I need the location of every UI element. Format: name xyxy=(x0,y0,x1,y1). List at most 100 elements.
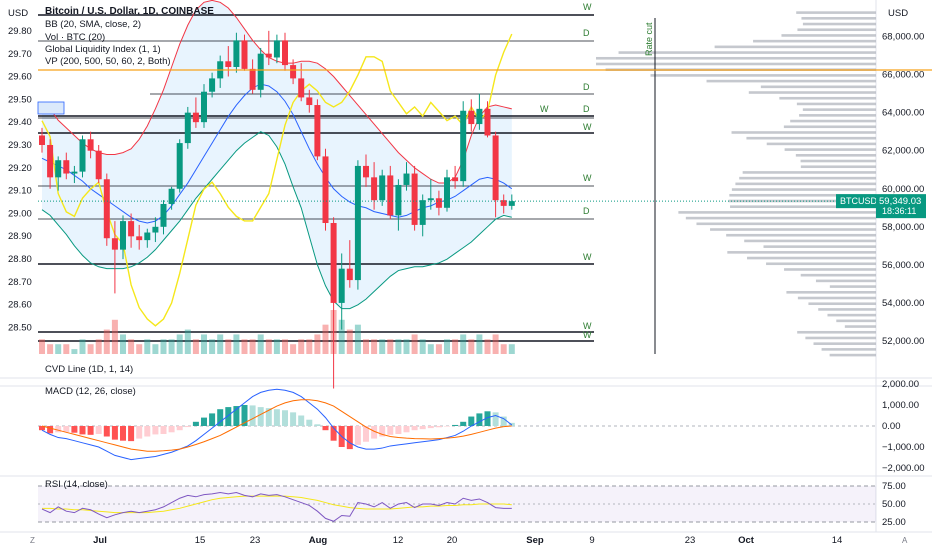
volume-profile-bar xyxy=(799,114,876,117)
candle-body xyxy=(379,175,386,201)
left-axis-unit: USD xyxy=(8,8,28,19)
volume-bar xyxy=(435,344,442,354)
macd-histogram-bar xyxy=(176,426,183,431)
macd-histogram-bar xyxy=(233,406,240,426)
candle xyxy=(460,101,467,187)
volume-bar xyxy=(47,344,54,354)
candle xyxy=(314,99,321,161)
volume-profile-bar xyxy=(784,268,876,271)
volume-bar xyxy=(103,329,110,354)
volume-bar xyxy=(290,344,297,354)
price-tag-countdown: 18:36:11 xyxy=(882,206,916,216)
candle xyxy=(452,165,459,189)
cvd-legend[interactable]: CVD Line (1D, 1, 14) xyxy=(45,364,133,375)
macd-histogram-bar xyxy=(39,426,45,431)
volume-profile-bar xyxy=(710,228,876,231)
chart-title[interactable]: Bitcoin / U.S. Dollar, 1D, COINBASE xyxy=(45,6,214,17)
candle-body xyxy=(427,198,434,201)
volume-profile xyxy=(596,11,876,357)
time-axis-tick: 20 xyxy=(447,535,458,546)
volume-profile-bar xyxy=(781,34,876,37)
candle xyxy=(79,135,86,178)
legend-vp[interactable]: VP (200, 500, 50, 60, 2, Both) xyxy=(45,56,171,67)
candle xyxy=(354,160,361,290)
left-axis-tick: 29.20 xyxy=(8,163,32,174)
level-tag: W xyxy=(583,122,592,132)
candle-body xyxy=(95,150,102,180)
candle-body xyxy=(314,105,321,157)
candle-body xyxy=(168,188,175,204)
macd-histogram-bar xyxy=(330,426,337,441)
macd-histogram-bar xyxy=(79,426,86,435)
legend-vol[interactable]: Vol · BTC (20) xyxy=(45,32,105,43)
candle xyxy=(290,59,297,85)
volume-bar xyxy=(249,339,256,354)
macd-histogram-bar xyxy=(144,426,151,437)
candle xyxy=(508,194,515,210)
macd-histogram-bar xyxy=(160,426,167,434)
volume-bar xyxy=(322,324,329,354)
zoom-icon[interactable]: Z xyxy=(30,536,35,545)
macd-histogram-bar xyxy=(492,412,499,426)
right-axis-unit: USD xyxy=(888,8,908,19)
candle-body xyxy=(55,160,62,178)
volume-bar xyxy=(168,339,175,354)
rsi-axis[interactable]: 75.00 50.00 25.00 xyxy=(882,481,906,528)
candle xyxy=(63,152,70,180)
macd-histogram-bar xyxy=(476,413,483,426)
time-axis[interactable]: Jul 15 23 Aug 12 20 Sep 9 23 Oct 14 xyxy=(93,535,842,546)
last-price-tag[interactable]: BTCUSD 59,349.03 18:36:11 xyxy=(836,194,926,219)
candle xyxy=(241,34,248,71)
macd-histogram-bar xyxy=(103,426,110,437)
volume-bar xyxy=(314,334,321,354)
volume-bar xyxy=(120,334,126,354)
time-axis-tick: 23 xyxy=(685,535,696,546)
candle xyxy=(427,179,434,210)
volume-profile-bar xyxy=(802,22,876,26)
candle-body xyxy=(298,78,305,98)
macd-histogram-bar xyxy=(387,426,394,435)
rsi-legend[interactable]: RSI (14, close) xyxy=(45,479,108,490)
volume-profile-bar xyxy=(795,154,876,157)
volume-bar xyxy=(111,319,118,354)
candle-body xyxy=(47,144,54,178)
macd-axis[interactable]: 2,000.00 1,000.00 0.00 −1,000.00 −2,000.00 xyxy=(882,379,925,474)
volume-bar xyxy=(176,334,183,354)
candles[interactable] xyxy=(39,30,515,389)
rsi-axis-tick: 50.00 xyxy=(882,499,906,510)
macd-histogram-bar xyxy=(225,407,232,426)
volume-profile-bar xyxy=(728,199,876,203)
right-price-axis[interactable]: USD 68,000.00 66,000.00 64,000.00 62,000.00… xyxy=(875,0,924,532)
rate-cut-marker[interactable]: Rate cut xyxy=(644,18,656,354)
candle-body xyxy=(79,139,86,172)
volume-bar xyxy=(79,339,86,354)
volume-bar xyxy=(419,339,426,354)
macd-histogram-bar xyxy=(290,412,297,426)
volume-profile-bar xyxy=(797,296,876,300)
macd-histogram-bar xyxy=(184,426,191,428)
candle-body xyxy=(354,165,361,281)
left-axis[interactable]: USD 29.80 29.70 29.60 29.50 29.40 29.30 29.20 2… xyxy=(8,8,32,333)
volume-profile-bar xyxy=(748,91,876,94)
candle xyxy=(120,215,126,260)
macd-histogram-bar xyxy=(55,426,62,433)
candle-body xyxy=(290,65,297,79)
macd-histogram-bar xyxy=(411,426,418,431)
volume-profile-bar xyxy=(730,205,876,208)
candle-body xyxy=(192,112,199,123)
legend-bb[interactable]: BB (20, SMA, close, 2) xyxy=(45,19,141,30)
drawing-box[interactable] xyxy=(37,101,65,115)
volume-profile-bar xyxy=(731,131,876,134)
legend-gli[interactable]: Global Liquidity Index (1, 1) xyxy=(45,44,161,55)
volume-profile-bar xyxy=(706,79,876,83)
chart-legend[interactable]: Bitcoin / U.S. Dollar, 1D, COINBASE BB (… xyxy=(45,6,214,67)
volume-bar xyxy=(444,339,450,354)
auto-scale-icon[interactable]: A xyxy=(902,536,908,545)
left-axis-tick: 29.60 xyxy=(8,72,32,83)
volume-profile-bar xyxy=(802,108,876,111)
candle-body xyxy=(371,177,378,201)
macd-legend[interactable]: MACD (12, 26, close) xyxy=(45,386,136,397)
candle-body xyxy=(363,165,369,178)
